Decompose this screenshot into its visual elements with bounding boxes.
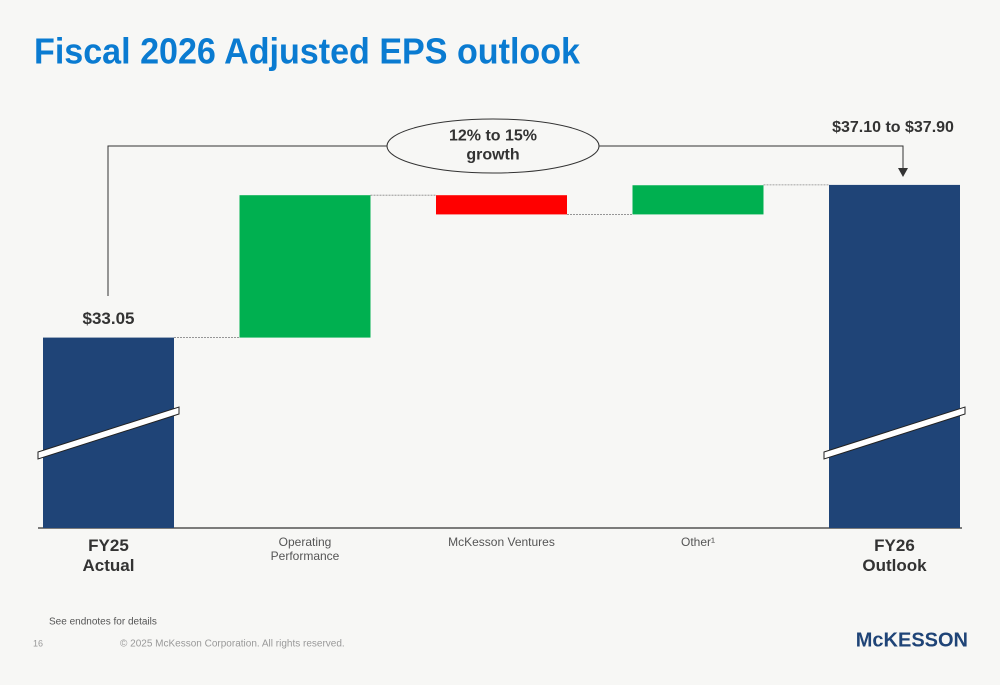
- value-label: $33.05: [83, 309, 135, 328]
- page-number: 16: [33, 638, 43, 648]
- connector: [107, 145, 388, 296]
- slide-title: Fiscal 2026 Adjusted EPS outlook: [34, 31, 581, 72]
- logo: McKESSON: [856, 629, 968, 651]
- footnote: See endnotes for details: [49, 617, 157, 628]
- bar: [632, 185, 764, 215]
- copyright: © 2025 McKesson Corporation. All rights …: [120, 639, 345, 650]
- growth-label: 12% to 15% growth: [449, 128, 537, 164]
- category-label: FY26 Outlook: [862, 536, 927, 575]
- axis-break: [823, 406, 966, 460]
- category-label: Operating Performance: [271, 535, 340, 563]
- bar: [829, 184, 960, 528]
- bar: [436, 195, 567, 215]
- category-label: FY25 Actual: [83, 536, 135, 575]
- category-label: McKesson Ventures: [448, 535, 555, 549]
- connector: [598, 145, 904, 170]
- growth-ellipse: [386, 118, 600, 174]
- category-label: Other¹: [681, 535, 715, 549]
- outlook-range-label: $37.10 to $37.90: [832, 119, 954, 136]
- axis-break: [37, 406, 180, 460]
- arrow-head: [898, 168, 908, 177]
- bar: [239, 195, 371, 338]
